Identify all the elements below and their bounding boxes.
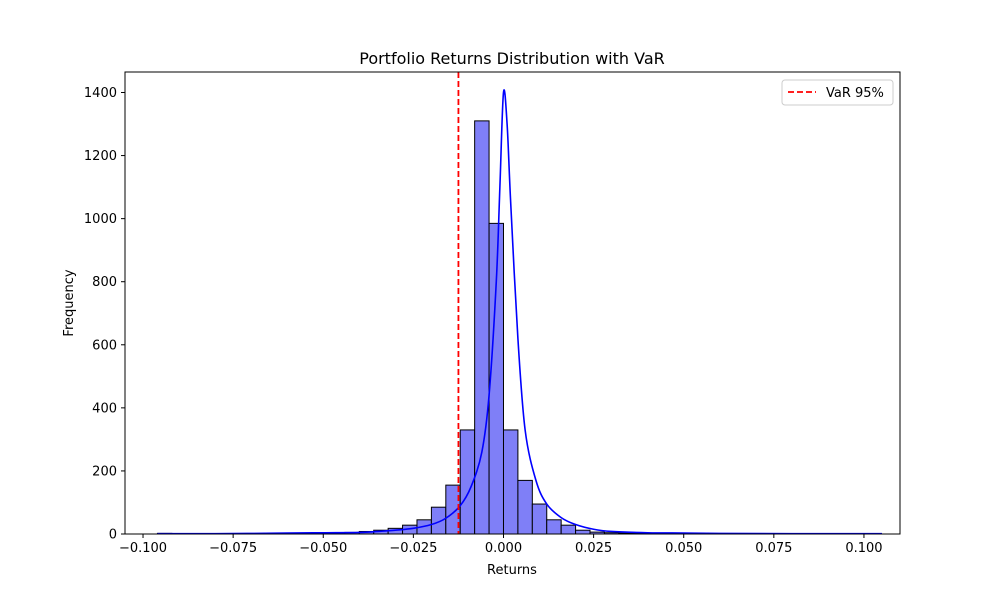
- y-tick-label: 200: [92, 464, 117, 479]
- histogram-bar: [431, 507, 445, 534]
- y-tick-label: 0: [109, 528, 117, 543]
- histogram-bar: [518, 480, 532, 534]
- y-tick-label: 1400: [84, 86, 117, 101]
- legend: VaR 95%: [782, 80, 893, 105]
- x-tick-label: 0.000: [485, 541, 522, 556]
- x-tick-label: −0.100: [119, 541, 167, 556]
- histogram-bar: [561, 525, 575, 534]
- histogram-bar: [532, 504, 546, 534]
- y-axis-label: Frequency: [62, 269, 77, 336]
- x-tick-label: 0.100: [845, 541, 882, 556]
- y-tick-label: 800: [92, 275, 117, 290]
- histogram-bar: [547, 520, 561, 534]
- x-tick-label: −0.025: [389, 541, 437, 556]
- x-tick-label: −0.050: [299, 541, 347, 556]
- x-tick-label: 0.025: [575, 541, 612, 556]
- histogram-bar: [503, 430, 517, 534]
- x-axis-label: Returns: [487, 563, 537, 578]
- x-tick-label: 0.075: [755, 541, 792, 556]
- y-tick-label: 400: [92, 401, 117, 416]
- chart-title: Portfolio Returns Distribution with VaR: [359, 49, 665, 68]
- y-tick-label: 600: [92, 338, 117, 353]
- legend-label-var: VaR 95%: [826, 86, 884, 101]
- histogram-bar: [576, 530, 590, 534]
- y-tick-label: 1000: [84, 212, 117, 227]
- x-tick-label: −0.075: [209, 541, 257, 556]
- x-tick-label: 0.050: [665, 541, 702, 556]
- y-tick-label: 1200: [84, 149, 117, 164]
